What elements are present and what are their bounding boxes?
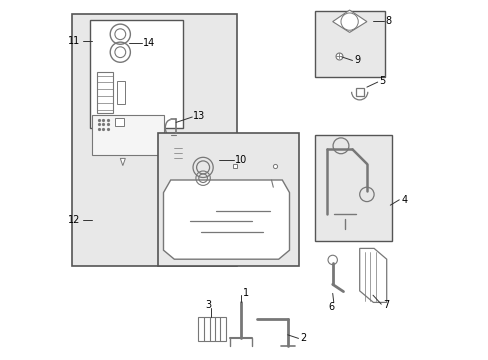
Text: 4: 4	[400, 195, 407, 205]
Text: 9: 9	[353, 55, 359, 66]
Polygon shape	[120, 158, 125, 166]
Text: 6: 6	[328, 302, 334, 312]
Text: 10: 10	[235, 155, 247, 165]
Bar	[197, 317, 225, 341]
Bar	[174, 144, 182, 164]
Text: 1: 1	[242, 288, 248, 298]
Text: 13: 13	[193, 111, 205, 121]
Polygon shape	[332, 10, 366, 32]
Text: 3: 3	[205, 300, 211, 310]
Bar	[91, 115, 163, 155]
Bar	[117, 81, 124, 104]
Polygon shape	[158, 133, 298, 266]
Polygon shape	[163, 180, 289, 259]
Polygon shape	[359, 248, 386, 302]
Bar	[97, 72, 113, 113]
Bar	[115, 118, 123, 126]
Text: 11: 11	[68, 36, 81, 46]
Bar	[314, 135, 391, 241]
Text: 2: 2	[300, 333, 306, 343]
Text: 14: 14	[142, 38, 155, 48]
Text: 5: 5	[379, 76, 385, 86]
Bar	[89, 20, 183, 128]
Bar	[314, 11, 384, 77]
Text: 7: 7	[382, 300, 388, 310]
Text: 8: 8	[385, 16, 391, 26]
Bar	[72, 14, 237, 266]
Text: 12: 12	[68, 215, 81, 225]
